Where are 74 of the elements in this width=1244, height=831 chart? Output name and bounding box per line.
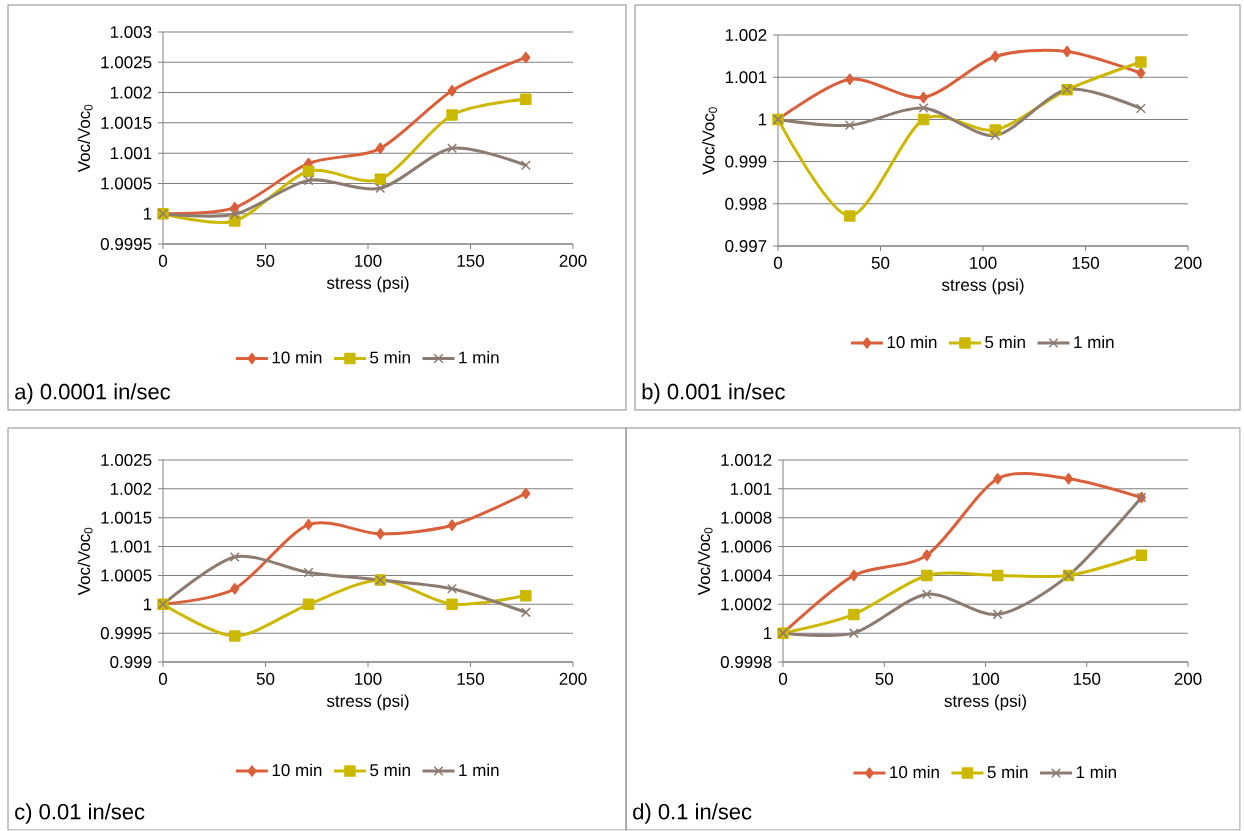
y-tick-label: 1.0015: [101, 511, 152, 524]
x-tick-label: 200: [559, 673, 587, 686]
legend-label: 5 min: [370, 351, 410, 364]
legend-label: 1 min: [1074, 335, 1114, 349]
y-tick-label: 1.003: [110, 26, 152, 39]
y-tick-label: 0.999: [725, 155, 767, 168]
y-tick-label: 1.0025: [101, 454, 152, 467]
x-tick-label: 200: [559, 255, 587, 268]
x-tick-label: 50: [256, 255, 275, 268]
y-tick-label: 1: [143, 208, 152, 220]
x-tick-label: 0: [773, 257, 783, 270]
x-axis-title: stress (psi): [944, 694, 1026, 711]
y-tick-label: 1.0012: [721, 454, 772, 467]
y-tick-label: 1: [763, 627, 772, 640]
legend-label: 5 min: [985, 335, 1025, 349]
y-tick-label: 1.0025: [101, 56, 152, 69]
x-tick-label: 150: [457, 255, 485, 268]
text: a) 0.0001 in/sec: [15, 383, 171, 405]
y-tick-label: 1.001: [110, 540, 152, 553]
y-tick-label: 0.998: [725, 198, 767, 211]
y-tick-label: 1.0006: [721, 540, 772, 553]
y-tick-label: 1.002: [110, 483, 152, 496]
x-axis-title: stress (psi): [326, 694, 409, 711]
legend-label: 10 min: [272, 351, 322, 364]
y-tick-label: 0.999: [110, 656, 152, 669]
y-tick-label: 1: [758, 113, 767, 126]
y-tick-label: 1.001: [725, 71, 767, 84]
legend-label: 10 min: [887, 335, 937, 349]
y-tick-label: 0.9998: [720, 656, 772, 669]
y-axis-title: Voc/Voc$_{0}$: [697, 527, 713, 596]
legend-label: 10 min: [890, 765, 939, 779]
legend-label: 1 min: [459, 763, 499, 777]
y-axis-title: Voc/Voc$_{0}$: [77, 104, 93, 173]
y-tick-label: 1.001: [730, 483, 772, 496]
y-tick-label: 1.0002: [721, 598, 772, 611]
x-tick-label: 0: [158, 255, 168, 268]
x-tick-label: 100: [972, 673, 1000, 686]
y-tick-label: 1.0015: [101, 117, 152, 130]
x-axis-title: stress (psi): [326, 276, 409, 293]
text: b) 0.001 in/sec: [642, 383, 785, 405]
y-tick-label: 1.0005: [101, 177, 152, 190]
x-tick-label: 50: [256, 673, 275, 686]
x-tick-label: 150: [457, 673, 485, 686]
x-axis-title: stress (psi): [941, 278, 1024, 295]
x-tick-label: 50: [875, 673, 894, 686]
x-tick-label: 0: [158, 673, 168, 686]
y-tick-label: 0.997: [725, 240, 767, 253]
x-tick-label: 100: [970, 257, 997, 270]
y-tick-label: 1: [143, 598, 152, 611]
x-tick-label: 100: [355, 255, 382, 268]
x-tick-label: 100: [355, 673, 382, 686]
x-tick-label: 150: [1073, 673, 1101, 686]
y-tick-label: 1.0008: [721, 511, 772, 524]
x-tick-label: 200: [1174, 673, 1202, 686]
text: d) 0.1 in/sec: [633, 803, 752, 825]
y-tick-label: 0.9995: [100, 238, 152, 251]
legend-label: 5 min: [987, 765, 1028, 779]
x-tick-label: 0: [778, 673, 788, 686]
y-tick-label: 1.002: [725, 29, 767, 42]
y-tick-label: 1.001: [110, 147, 152, 160]
x-tick-label: 50: [871, 257, 890, 270]
x-tick-label: 200: [1174, 257, 1202, 270]
y-tick-label: 1.0005: [101, 569, 152, 582]
y-axis-title: Voc/Voc$_{0}$: [77, 527, 93, 596]
y-tick-label: 1.002: [110, 86, 152, 99]
x-tick-label: 150: [1072, 257, 1100, 270]
legend-label: 10 min: [272, 763, 322, 777]
y-axis-title: Voc/Voc$_{0}$: [702, 107, 718, 175]
legend-label: 5 min: [370, 763, 410, 777]
legend-label: 1 min: [1076, 765, 1116, 779]
text: c) 0.01 in/sec: [15, 803, 145, 825]
y-tick-label: 1.0004: [721, 569, 772, 582]
legend-label: 1 min: [459, 351, 499, 364]
y-tick-label: 0.9995: [100, 627, 152, 640]
